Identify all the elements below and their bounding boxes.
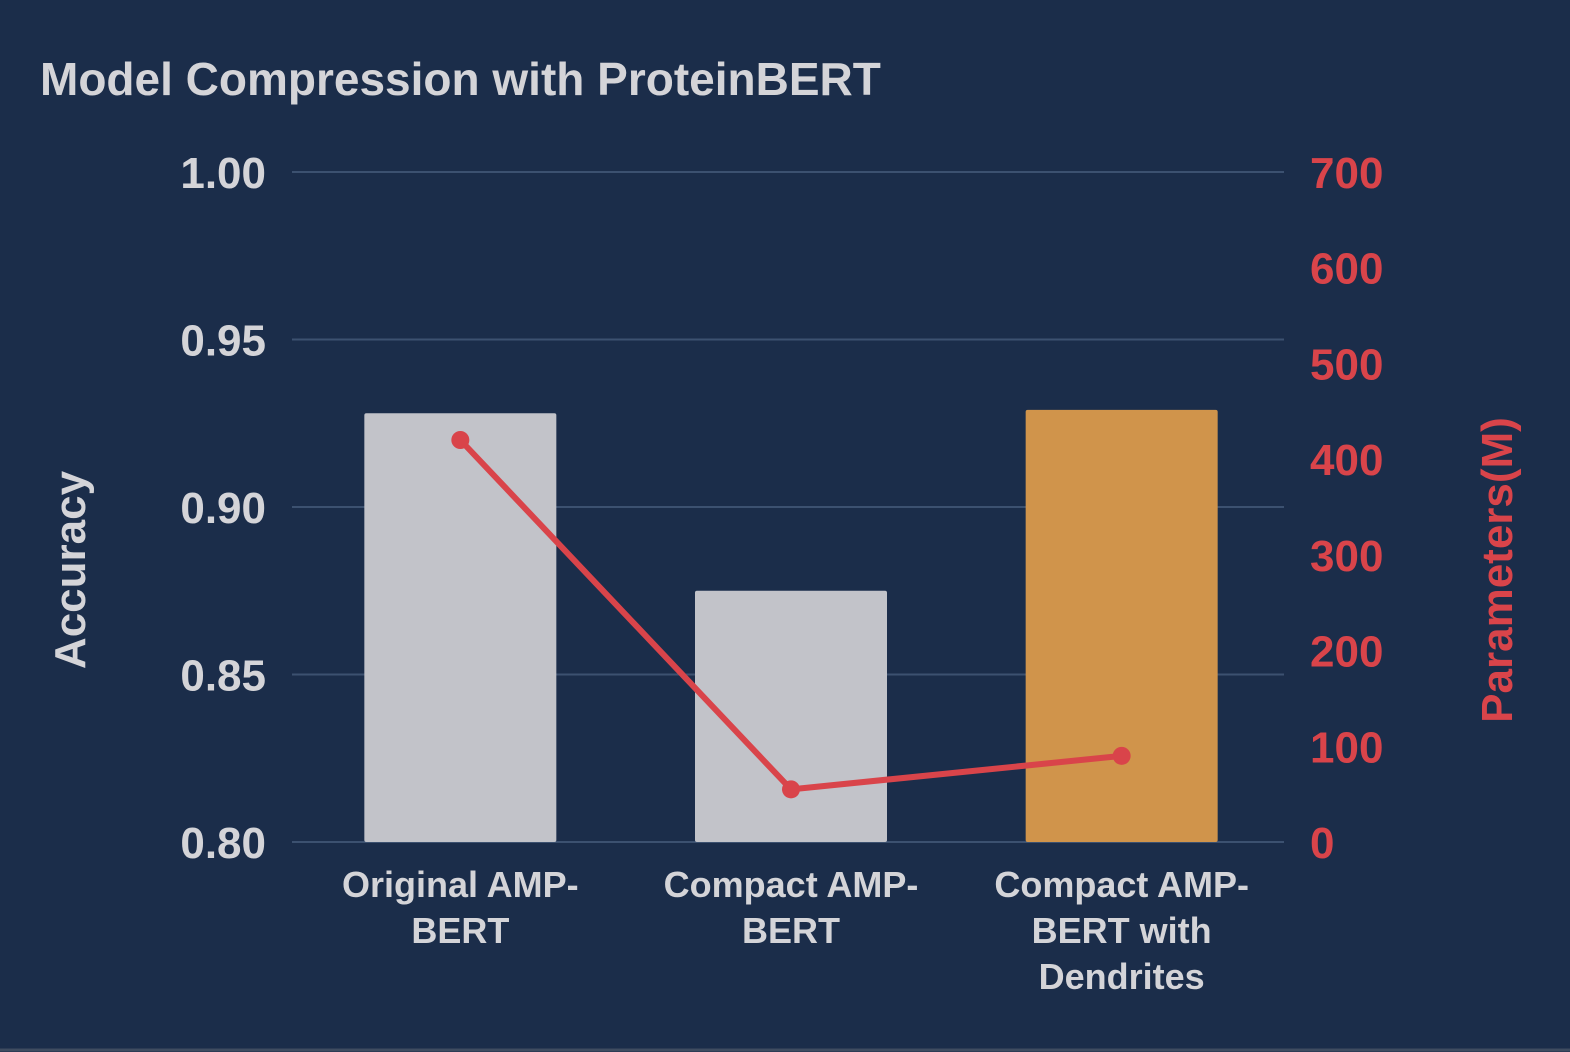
left-tick-label: 0.85 bbox=[180, 652, 266, 701]
category-labels: Original AMP- BERT Compact AMP- BERT Compact… bbox=[342, 864, 1249, 997]
right-tick-label: 300 bbox=[1310, 532, 1383, 581]
category-label: Compact AMP- bbox=[664, 864, 919, 905]
category-label: BERT bbox=[742, 910, 840, 951]
bar bbox=[1025, 409, 1218, 842]
right-tick-label: 100 bbox=[1310, 723, 1383, 772]
right-tick-label: 200 bbox=[1310, 628, 1383, 677]
right-tick-label: 500 bbox=[1310, 340, 1383, 389]
line-point bbox=[782, 780, 800, 799]
right-axis-label: Parameters(M) bbox=[1473, 417, 1522, 723]
category-label: BERT bbox=[411, 910, 509, 951]
category-label: Compact AMP- bbox=[994, 864, 1249, 905]
bar bbox=[695, 590, 887, 842]
right-tick-label: 600 bbox=[1310, 245, 1383, 294]
category-label: BERT with bbox=[1032, 910, 1212, 951]
chart-title: Model Compression with ProteinBERT bbox=[40, 53, 881, 105]
left-tick-label: 0.90 bbox=[180, 484, 266, 533]
right-tick-label: 0 bbox=[1310, 819, 1334, 868]
right-tick-label: 400 bbox=[1310, 436, 1383, 485]
left-axis-ticks: 0.80 0.85 0.90 0.95 1.00 bbox=[180, 149, 266, 868]
category-label: Original AMP- bbox=[342, 864, 579, 905]
line-point bbox=[451, 431, 470, 449]
left-tick-label: 0.80 bbox=[180, 819, 266, 868]
left-tick-label: 0.95 bbox=[180, 317, 266, 366]
bar bbox=[364, 413, 557, 842]
right-tick-label: 700 bbox=[1310, 149, 1383, 198]
category-label: Dendrites bbox=[1039, 956, 1205, 997]
left-axis-label: Accuracy bbox=[46, 470, 95, 669]
bar-series bbox=[364, 409, 1218, 842]
right-axis-ticks: 0 100 200 300 400 500 600 700 bbox=[1310, 149, 1383, 868]
left-tick-label: 1.00 bbox=[180, 149, 266, 198]
line-series bbox=[451, 431, 1131, 799]
line-point bbox=[1112, 746, 1131, 765]
